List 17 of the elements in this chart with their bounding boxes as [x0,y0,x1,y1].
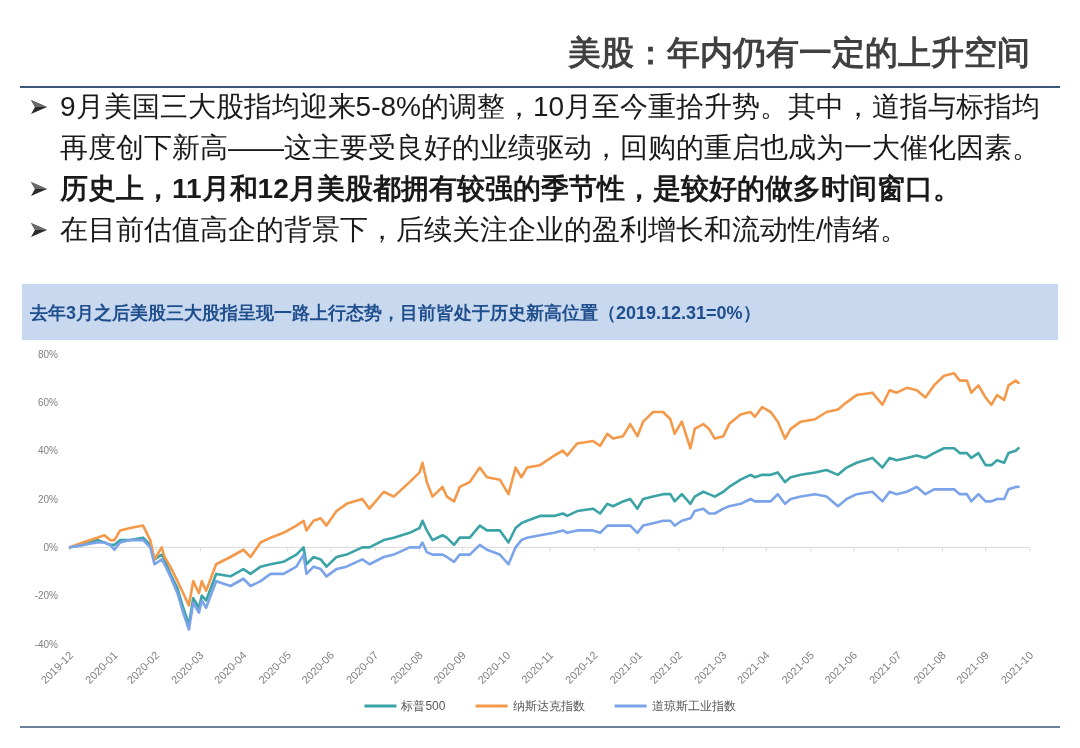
y-tick-label: 20% [37,493,59,505]
y-tick-label: 60% [37,396,59,408]
y-tick-label: 0% [43,541,59,553]
legend-label: 纳斯达克指数 [512,699,585,714]
legend-label: 标普500 [400,699,446,714]
y-tick-label: -40% [34,638,59,650]
text: 历史上，11月和12月美股都拥有较强的季节性，是较好的做多时间窗口。 [60,172,962,206]
line-series [68,485,1020,631]
y-tick-label: -20% [34,590,59,602]
chart-subtitle: 去年3月之后美股三大股指呈现一路上行态势，目前皆处于历史新高位置（2019.12.31=0%） [29,303,761,323]
text: 在目前估值高企的背景下，后续关注企业的盈利增长和流动性/情绪。 [60,213,909,247]
y-tick-label: 40% [37,445,59,457]
y-tick-label: 80% [37,348,59,360]
legend-label: 道琼斯工业指数 [651,699,736,714]
chart-title: 美股：年内仍有一定的上升空间 [567,34,1030,71]
text: 9月美国三大股指均迎来5-8%的调整，10月至今重拾升势。其中，道指与标指均再度创下新高——这主要受良好的业绩驱动，回购的重启也成为一大催化因素。 [60,90,1042,165]
line-series [68,372,1020,607]
